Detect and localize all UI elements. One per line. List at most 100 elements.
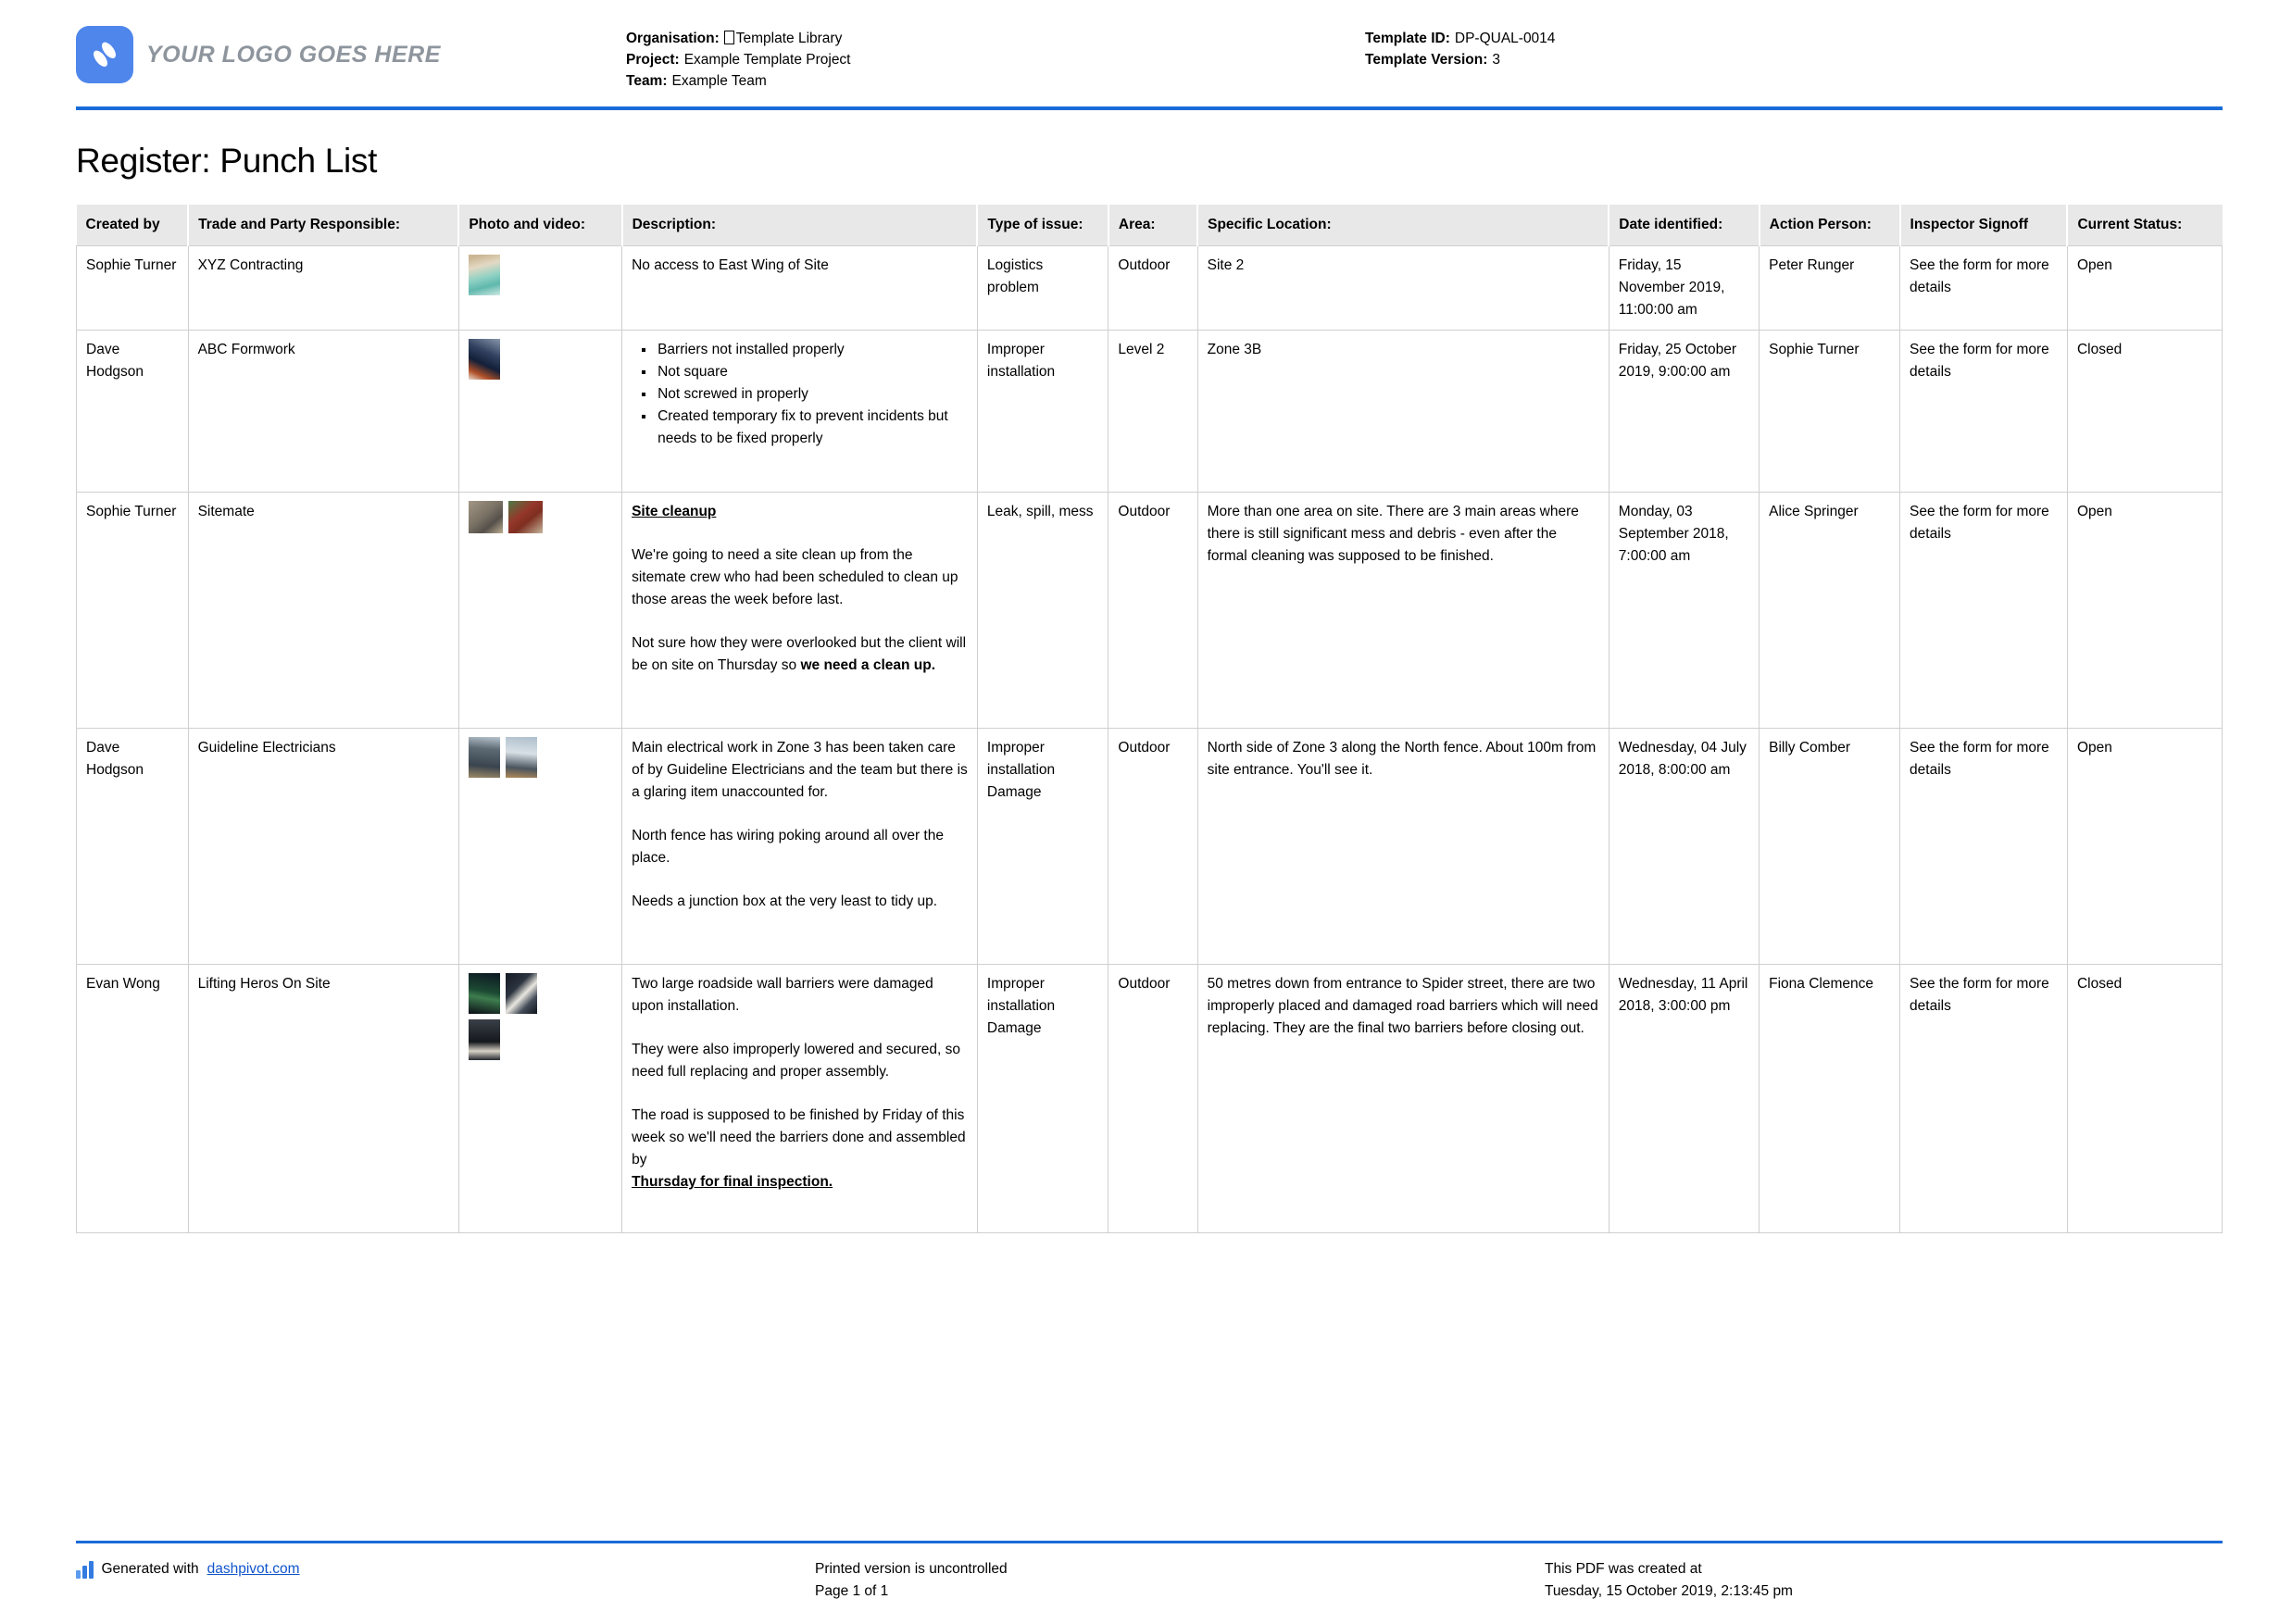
cell-specific-location: Site 2 bbox=[1196, 245, 1609, 331]
page-footer: Generated with dashpivot.com Printed ver… bbox=[76, 1541, 2223, 1614]
col-header-area: Area: bbox=[1108, 205, 1199, 247]
col-header-inspector-signoff: Inspector Signoff bbox=[1899, 205, 2069, 247]
col-header-photo: Photo and video: bbox=[458, 205, 623, 247]
footer-print-note: Printed version is uncontrolled Page 1 o… bbox=[815, 1558, 1008, 1603]
cell-description: No access to East Wing of Site bbox=[621, 245, 978, 331]
description-text: Not sure how they were overlooked but th… bbox=[632, 635, 967, 674]
cell-inspector-signoff: See the form for more details bbox=[1899, 728, 2068, 966]
cell-area: Level 2 bbox=[1108, 330, 1198, 493]
cell-area: Outdoor bbox=[1108, 492, 1198, 730]
cell-type-of-issue: Improper installation bbox=[976, 330, 1109, 493]
description-bold-underline-text: Thursday for final inspection. bbox=[632, 1174, 833, 1191]
template-id-label: Template ID: bbox=[1365, 31, 1450, 46]
cell-type-of-issue: Leak, spill, mess bbox=[976, 492, 1109, 730]
cell-date-identified: Wednesday, 11 April 2018, 3:00:00 pm bbox=[1608, 964, 1760, 1234]
team-label: Team: bbox=[626, 73, 668, 89]
cell-action-person: Fiona Clemence bbox=[1759, 964, 1901, 1234]
dashpivot-link[interactable]: dashpivot.com bbox=[207, 1561, 300, 1577]
site-photo-thumbnail bbox=[468, 339, 500, 381]
template-version-line: Template Version: 3 bbox=[1365, 49, 2223, 70]
cell-inspector-signoff: See the form for more details bbox=[1899, 330, 2068, 493]
cell-photos bbox=[457, 964, 623, 1234]
footer-created-at: This PDF was created at Tuesday, 15 Octo… bbox=[1545, 1558, 1793, 1603]
site-photo-thumbnail bbox=[505, 973, 537, 1015]
cell-current-status: Open bbox=[2066, 245, 2223, 331]
description-bold-text: we need a clean up. bbox=[800, 657, 936, 674]
cell-current-status: Open bbox=[2066, 728, 2223, 966]
team-line: Team: Example Team bbox=[626, 70, 1365, 92]
description-bullet: Created temporary fix to prevent inciden… bbox=[656, 406, 968, 450]
cell-date-identified: Friday, 25 October 2019, 9:00:00 am bbox=[1608, 330, 1760, 493]
col-header-date-identified: Date identified: bbox=[1609, 205, 1760, 247]
site-photo-thumbnail bbox=[468, 973, 500, 1015]
s-mark-icon bbox=[94, 42, 116, 67]
cell-description: Two large roadside wall barriers were da… bbox=[621, 964, 978, 1234]
description-bullet: Not screwed in properly bbox=[656, 383, 968, 406]
cell-type-of-issue: Logistics problem bbox=[976, 245, 1109, 331]
cell-date-identified: Friday, 15 November 2019, 11:00:00 am bbox=[1608, 245, 1760, 331]
description-paragraph: North fence has wiring poking around all… bbox=[632, 828, 944, 867]
cell-photos bbox=[457, 245, 623, 331]
description-paragraph: The road is supposed to be finished by F… bbox=[632, 1105, 968, 1193]
table-row: Sophie Turner XYZ Contracting No access … bbox=[76, 245, 2223, 331]
description-bullet: Not square bbox=[656, 361, 968, 383]
cell-date-identified: Wednesday, 04 July 2018, 8:00:00 am bbox=[1608, 728, 1760, 966]
cell-trade: XYZ Contracting bbox=[187, 245, 459, 331]
project-label: Project: bbox=[626, 52, 680, 68]
cell-action-person: Sophie Turner bbox=[1759, 330, 1901, 493]
description-paragraph: Not sure how they were overlooked but th… bbox=[632, 632, 968, 677]
template-version-label: Template Version: bbox=[1365, 52, 1488, 68]
cell-description: Main electrical work in Zone 3 has been … bbox=[621, 728, 978, 966]
col-header-type-of-issue: Type of issue: bbox=[977, 205, 1109, 247]
document-meta: Organisation: Template Library Project: Ex… bbox=[626, 26, 1365, 92]
template-meta: Template ID: DP-QUAL-0014 Template Versio… bbox=[1365, 26, 2223, 70]
cell-inspector-signoff: See the form for more details bbox=[1899, 245, 2068, 331]
cell-description: Site cleanup We're going to need a site … bbox=[621, 492, 978, 730]
cell-created-by: Evan Wong bbox=[76, 964, 189, 1234]
header-divider bbox=[76, 106, 2223, 110]
team-value: Example Team bbox=[671, 73, 767, 89]
logo-mark-icon bbox=[76, 26, 133, 83]
cell-area: Outdoor bbox=[1108, 964, 1198, 1234]
page-number: Page 1 of 1 bbox=[815, 1583, 889, 1599]
cell-current-status: Open bbox=[2066, 492, 2223, 730]
organisation-line: Organisation: Template Library bbox=[626, 28, 1365, 49]
missing-glyph-icon bbox=[723, 31, 734, 44]
cell-photos bbox=[457, 728, 623, 966]
logo-placeholder-text: YOUR LOGO GOES HERE bbox=[146, 41, 441, 68]
project-value: Example Template Project bbox=[683, 52, 851, 68]
site-photo-thumbnail bbox=[468, 501, 503, 534]
cell-trade: ABC Formwork bbox=[187, 330, 459, 493]
cell-specific-location: Zone 3B bbox=[1196, 330, 1609, 493]
cell-current-status: Closed bbox=[2066, 964, 2223, 1234]
organisation-label: Organisation: bbox=[626, 31, 720, 46]
site-photo-thumbnail bbox=[468, 255, 500, 296]
cell-date-identified: Monday, 03 September 2018, 7:00:00 am bbox=[1608, 492, 1760, 730]
site-photo-thumbnail bbox=[505, 737, 537, 779]
cell-created-by: Sophie Turner bbox=[76, 492, 189, 730]
organisation-value: Template Library bbox=[735, 31, 843, 46]
logo: YOUR LOGO GOES HERE bbox=[76, 26, 626, 83]
template-id-value: DP-QUAL-0014 bbox=[1454, 31, 1556, 46]
cell-trade: Guideline Electricians bbox=[187, 728, 459, 966]
cell-inspector-signoff: See the form for more details bbox=[1899, 964, 2068, 1234]
template-version-value: 3 bbox=[1492, 52, 1500, 68]
cell-created-by: Dave Hodgson bbox=[76, 728, 189, 966]
cell-photos bbox=[457, 492, 623, 730]
col-header-current-status: Current Status: bbox=[2067, 205, 2223, 247]
cell-type-of-issue: Improper installation Damage bbox=[976, 728, 1109, 966]
cell-inspector-signoff: See the form for more details bbox=[1899, 492, 2068, 730]
cell-photos bbox=[457, 330, 623, 493]
cell-specific-location: 50 metres down from entrance to Spider s… bbox=[1196, 964, 1609, 1234]
cell-trade: Lifting Heros On Site bbox=[187, 964, 459, 1234]
cell-area: Outdoor bbox=[1108, 245, 1198, 331]
description-text: The road is supposed to be finished by F… bbox=[632, 1107, 966, 1168]
description-text: No access to East Wing of Site bbox=[632, 257, 829, 274]
col-header-trade: Trade and Party Responsible: bbox=[188, 205, 460, 247]
created-at-label: This PDF was created at bbox=[1545, 1561, 1702, 1577]
col-header-description: Description: bbox=[621, 205, 979, 247]
description-paragraph: We're going to need a site clean up from… bbox=[632, 547, 958, 608]
page-header: YOUR LOGO GOES HERE Organisation: Templat… bbox=[76, 0, 2223, 92]
page-title: Register: Punch List bbox=[76, 142, 378, 180]
table-row: Dave Hodgson Guideline Electricians Main… bbox=[76, 728, 2223, 966]
